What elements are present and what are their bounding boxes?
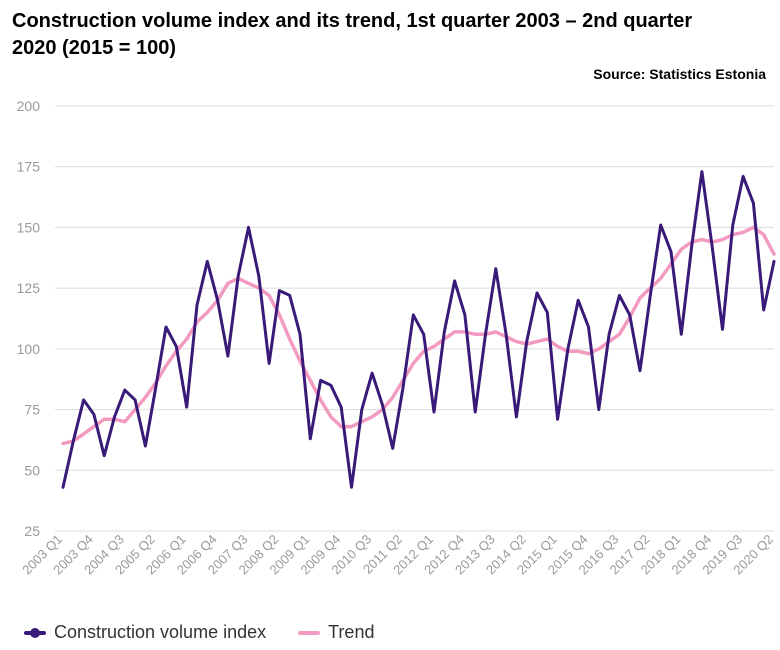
y-tick-label: 150 — [17, 219, 41, 235]
series-line-trend — [61, 225, 776, 446]
y-tick-label: 125 — [17, 280, 41, 296]
y-tick-label: 100 — [17, 341, 41, 357]
legend-swatch-index — [24, 627, 46, 638]
y-tick-label: 200 — [17, 98, 41, 114]
series-line-construction-volume-index — [61, 170, 776, 489]
legend-dot-index — [30, 627, 40, 638]
legend-swatch-trend — [298, 630, 321, 635]
series-lines — [61, 170, 776, 489]
y-tick-label: 50 — [24, 462, 40, 478]
chart-source: Source: Statistics Estonia — [593, 66, 766, 82]
chart-legend: Construction volume index Trend — [24, 622, 406, 643]
gridlines — [55, 105, 774, 532]
y-tick-label: 75 — [24, 402, 40, 418]
legend-item-trend: Trend — [298, 622, 374, 643]
legend-label-trend: Trend — [328, 622, 375, 642]
y-tick-label: 25 — [24, 523, 40, 539]
chart-title: Construction volume index and its trend,… — [12, 10, 693, 59]
legend-label-index: Construction volume index — [54, 622, 267, 642]
y-axis-ticks: 25 50 75 100 125 150 175 200 — [17, 98, 41, 539]
legend-item-index: Construction volume index — [24, 622, 266, 643]
y-tick-label: 175 — [17, 159, 41, 175]
